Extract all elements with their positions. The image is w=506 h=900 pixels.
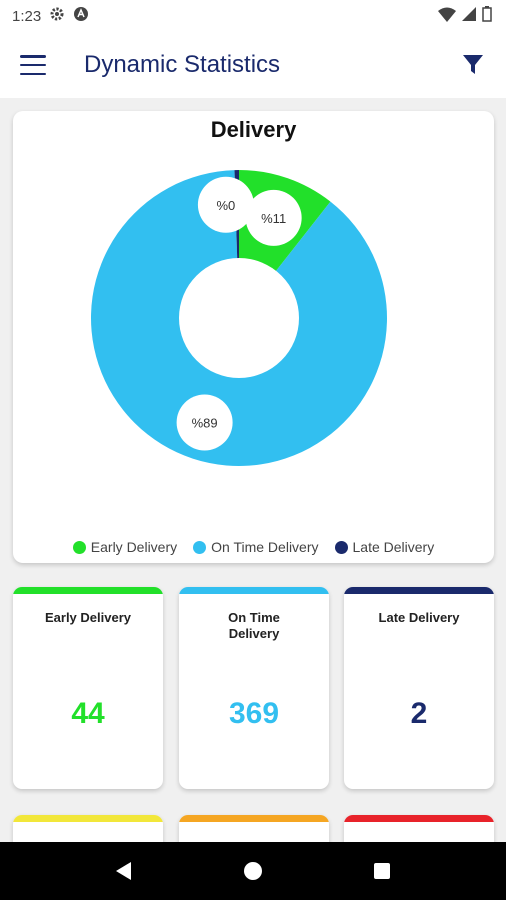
cell-signal-icon xyxy=(462,7,476,25)
data-label-on-time-bubble: %89 xyxy=(176,394,233,451)
system-nav-bar xyxy=(0,842,506,900)
data-label-late-bubble: %0 xyxy=(197,176,254,233)
donut-hole xyxy=(179,258,299,378)
app-notification-icon xyxy=(73,6,89,26)
stat-card-early[interactable]: Early Delivery 44 xyxy=(13,587,163,789)
page-title: Dynamic Statistics xyxy=(84,51,281,78)
legend-label-early: Early Delivery xyxy=(90,539,178,555)
legend-label-on-time: On Time Delivery xyxy=(211,539,319,555)
stat-card-bar xyxy=(179,815,329,822)
wifi-icon xyxy=(438,7,456,26)
stat-value-early: 44 xyxy=(71,697,105,730)
stat-label-on-time: On Time Delivery xyxy=(228,610,280,641)
data-label-on-time: %89 xyxy=(192,415,218,430)
stat-card-bar xyxy=(13,587,163,594)
status-left: 1:23 xyxy=(12,6,89,26)
stat-card-bar xyxy=(344,587,494,594)
data-label-early: %11 xyxy=(261,211,286,226)
stat-value-late: 2 xyxy=(410,697,428,730)
stat-card-bar xyxy=(13,815,163,822)
stat-value-on-time: 369 xyxy=(228,697,280,730)
back-icon[interactable] xyxy=(109,856,139,886)
stat-label-late: Late Delivery xyxy=(378,610,460,625)
delivery-chart-card: Delivery %11 %89 %0 Early Delivery On Time… xyxy=(13,111,494,563)
legend-dot-late xyxy=(334,540,348,554)
legend-dot-on-time xyxy=(193,540,207,554)
status-time: 1:23 xyxy=(12,7,42,25)
chart-legend: Early Delivery On Time Delivery Late Del… xyxy=(13,539,494,555)
stat-card-bar xyxy=(179,587,329,594)
app-bar: Dynamic Statistics xyxy=(0,32,506,98)
home-icon[interactable] xyxy=(238,856,268,886)
delivery-donut-chart: %11 %89 %0 xyxy=(91,170,388,466)
data-label-on-time-circle xyxy=(176,394,233,451)
filter-icon[interactable] xyxy=(460,52,486,78)
legend-item-late[interactable]: Late Delivery xyxy=(334,539,435,555)
settings-icon xyxy=(49,6,65,26)
battery-icon xyxy=(482,6,492,26)
data-label-late: %0 xyxy=(217,198,236,213)
legend-item-on-time[interactable]: On Time Delivery xyxy=(193,539,319,555)
legend-item-early[interactable]: Early Delivery xyxy=(72,539,178,555)
legend-label-late: Late Delivery xyxy=(352,539,435,555)
recents-icon[interactable] xyxy=(367,856,397,886)
chart-title: Delivery xyxy=(210,117,297,142)
stat-card-on-time[interactable]: On Time Delivery 369 xyxy=(179,587,329,789)
data-label-late-circle xyxy=(197,176,254,233)
stat-label-early: Early Delivery xyxy=(44,610,131,625)
stat-card-bar xyxy=(344,815,494,822)
status-bar: 1:23 xyxy=(0,0,506,32)
menu-icon[interactable] xyxy=(20,55,46,75)
data-label-early-bubble: %11 xyxy=(245,189,302,246)
stat-card-late[interactable]: Late Delivery 2 xyxy=(344,587,494,789)
data-label-early-circle xyxy=(245,189,302,246)
status-right xyxy=(438,6,492,26)
legend-dot-early xyxy=(72,540,86,554)
